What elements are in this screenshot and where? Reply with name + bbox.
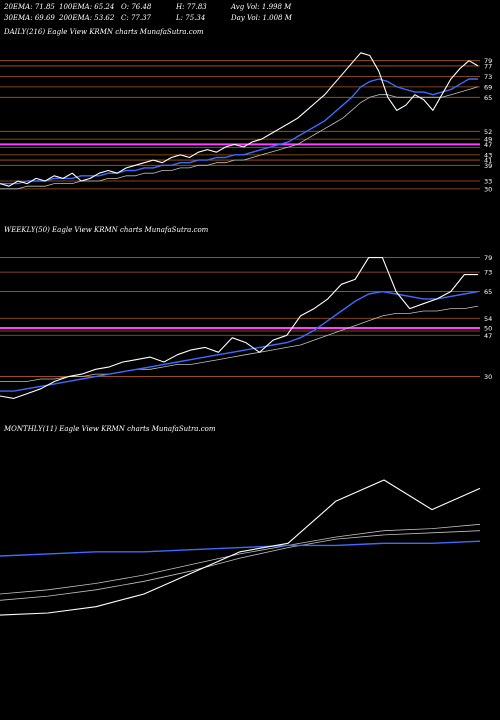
y-tick-label: 30 [484,185,492,193]
y-tick-label: 47 [484,332,492,340]
y-tick-label: 79 [484,57,492,65]
monthly-chart [0,479,481,616]
y-tick-label: 41 [484,157,492,165]
y-tick-label: 73 [484,73,492,81]
y-tick-label: 39 [484,162,492,170]
indicator-stats: 20EMA: 71.85 100EMA: 65.24 O: 76.48 H: 7… [4,2,496,24]
y-tick-label: 77 [484,62,492,70]
y-tick-label: 65 [484,94,492,102]
stats-row-1: 20EMA: 71.85 100EMA: 65.24 O: 76.48 H: 7… [4,2,496,13]
y-tick-label: 43 [484,151,492,159]
stat-avg-vol: Avg Vol: 1.998 M [231,3,292,11]
stats-row-2: 30EMA: 69.69 200EMA: 53.62 C: 77.37 L: 7… [4,13,496,24]
y-tick-label: 73 [484,269,492,277]
stat-close: C: 77.37 [121,14,151,22]
y-tick-label: 47 [484,141,492,149]
stat-high: H: 77.83 [176,3,207,11]
stat-30ema: 30EMA: 69.69 [4,14,55,22]
stat-200ema: 200EMA: 53.62 [59,14,115,22]
monthly-chart-title: MONTHLY(11) Eagle View KRMN charts Munaf… [4,425,216,433]
stat-20ema: 20EMA: 71.85 [4,3,55,11]
ema_slow-series-line [0,523,481,595]
price-series-line [0,52,479,187]
ema_slow-series-line [0,86,479,190]
y-tick-label: 65 [484,288,492,296]
daily-chart-title: DAILY(216) Eagle View KRMN charts Munafa… [4,28,204,36]
y-tick-label: 54 [484,315,492,323]
price-series-line [0,257,478,399]
y-tick-label: 30 [484,373,492,381]
y-tick-label: 50 [484,325,492,333]
ema_fast-series-line [0,78,478,185]
stat-open: O: 76.48 [121,3,152,11]
y-tick-label: 52 [484,128,492,136]
ema_fast-series-line [0,540,481,557]
ema_slow-series-line [0,530,481,601]
y-tick-label: 69 [484,83,492,91]
y-tick-label: 49 [484,136,492,144]
stat-day-vol: Day Vol: 1.008 M [231,14,292,22]
y-tick-label: 79 [484,254,492,262]
stat-100ema: 100EMA: 65.24 [59,3,115,11]
y-tick-label: 33 [484,178,492,186]
stat-low: L: 75.34 [176,14,206,22]
price-series-line [0,479,481,616]
ema_slow-series-line [0,305,479,382]
weekly-chart-title: WEEKLY(50) Eagle View KRMN charts Munafa… [4,226,209,234]
